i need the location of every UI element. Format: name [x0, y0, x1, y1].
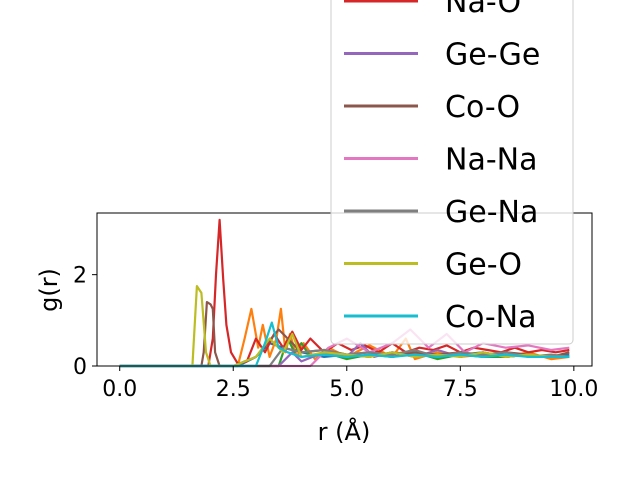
x-tick-label: 10.0: [549, 377, 598, 402]
x-axis: 0.0 2.5 5.0 7.5 10.0: [102, 366, 598, 402]
y-tick-label: 0: [73, 355, 87, 380]
series-line-na-na: [119, 328, 570, 368]
y-tick-label: 2: [73, 264, 87, 289]
x-tick-label: 2.5: [216, 377, 251, 402]
legend-label: Na-O: [445, 0, 521, 20]
y-axis: 02: [73, 264, 97, 380]
legend-label: Ge-O: [445, 248, 522, 283]
x-axis-label: r (Å): [318, 417, 371, 446]
series-line-ge-o: [119, 285, 570, 368]
y-axis-label: g(r): [35, 268, 63, 312]
series-line-co-na: [119, 321, 570, 368]
legend-label: Co-O: [445, 90, 520, 125]
legend-label: Ge-Na: [445, 195, 538, 230]
legend-label: Na-Na: [445, 143, 537, 178]
legend-label: Co-Na: [445, 300, 537, 335]
x-tick-label: 7.5: [443, 377, 478, 402]
series-line-ge-na: [119, 346, 570, 368]
legend: Na-O Ge-Ge Co-O Na-Na Ge-Na Ge-O Co-Na: [330, 0, 574, 345]
series-lines: [119, 218, 570, 368]
x-tick-label: 5.0: [329, 377, 364, 402]
legend-label: Ge-Ge: [445, 38, 540, 73]
x-tick-label: 0.0: [102, 377, 137, 402]
legend-box: [330, 0, 574, 345]
